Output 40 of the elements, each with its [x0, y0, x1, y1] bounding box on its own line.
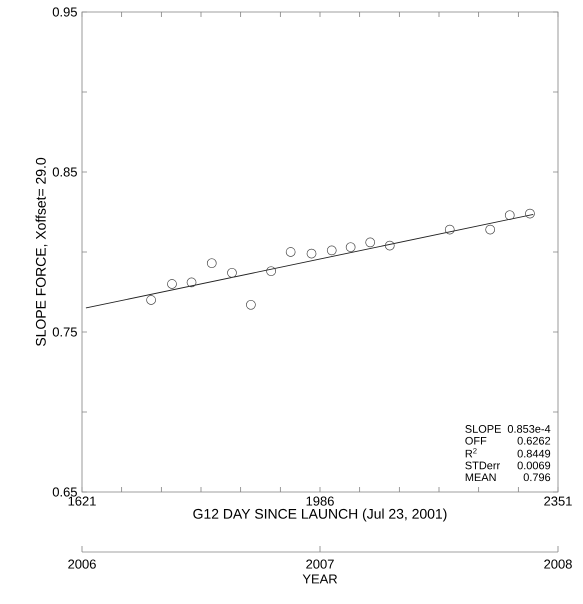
point	[525, 208, 535, 218]
point	[504, 210, 515, 220]
annotation: MEAN	[466, 474, 496, 482]
point	[444, 224, 455, 234]
point	[167, 279, 177, 289]
y-axis-title: SLOPE FORCE, Xoffset= 29.0	[36, 158, 48, 346]
x2-axis-title: YEAR	[302, 574, 338, 584]
x2-tick-label: 2006	[68, 560, 96, 569]
annotation: 0.796	[524, 473, 550, 482]
point	[306, 248, 316, 258]
x-axis-title: G12 DAY SINCE LAUNCH (Jul 23, 2001)	[193, 508, 446, 522]
annotation: 0.0069	[518, 462, 550, 470]
point	[485, 224, 496, 234]
annotation: 0.6262	[518, 436, 550, 445]
point	[286, 247, 296, 257]
annotation: 0.8449	[518, 450, 550, 458]
y-tick-label: 0.75	[52, 327, 77, 337]
annotation: STDerr	[465, 462, 500, 470]
y-tick-label: 0.65	[52, 487, 77, 497]
point	[186, 278, 196, 288]
x-tick-label: 1986	[306, 496, 334, 506]
y-tick-label: 0.95	[52, 7, 77, 17]
x-tick-label: 2351	[544, 496, 572, 506]
point	[227, 268, 237, 278]
point	[365, 238, 376, 248]
annotation: R$^{2}$	[466, 448, 477, 458]
y-tick-label: 0.85	[52, 167, 77, 177]
annotation: SLOPE	[465, 425, 501, 433]
annotation: 0.853e-4	[508, 425, 550, 433]
x2-tick-label: 2008	[544, 560, 572, 569]
point	[346, 242, 356, 252]
annotation: OFF	[465, 436, 486, 445]
x2-tick-label: 2007	[306, 560, 334, 569]
point	[146, 295, 156, 305]
point	[266, 266, 276, 276]
x-tick-label: 1621	[68, 496, 96, 506]
point	[206, 258, 217, 268]
point	[326, 246, 337, 256]
point	[384, 240, 395, 250]
point	[246, 300, 256, 310]
